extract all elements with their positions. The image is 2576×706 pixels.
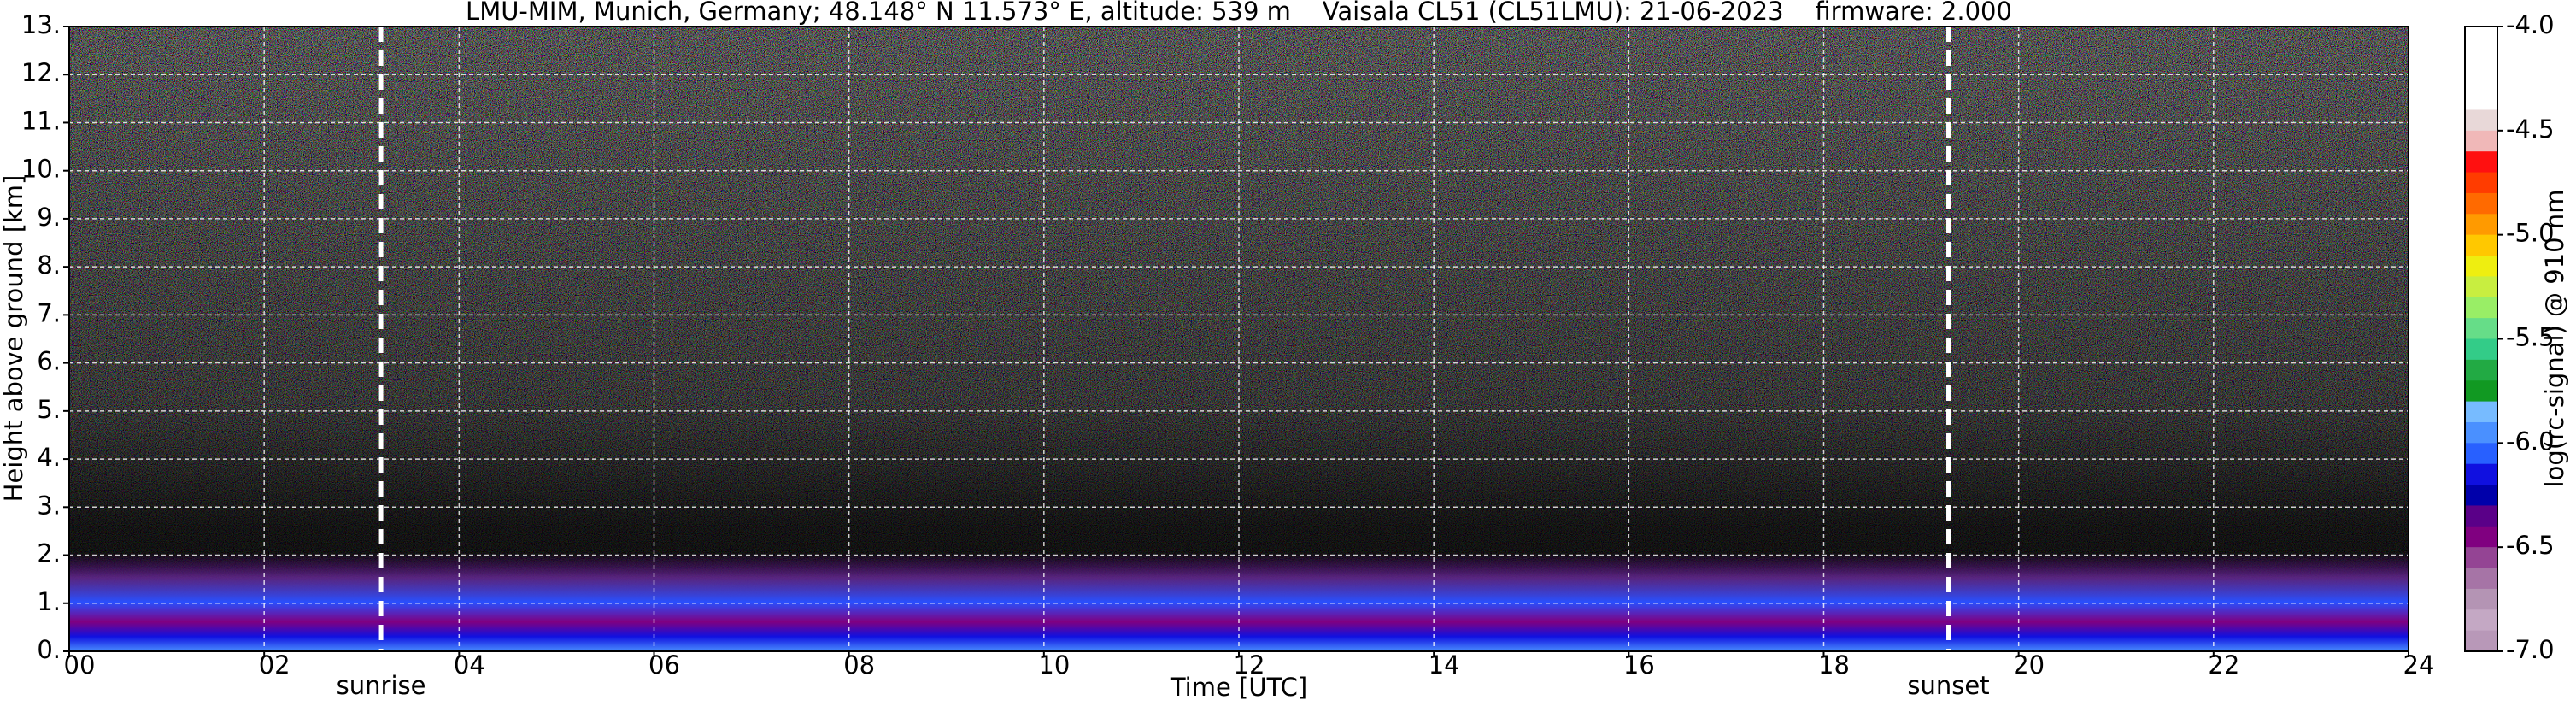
colorbar-swatch — [2465, 568, 2497, 590]
colorbar-tick-label: -6.5 — [2506, 531, 2555, 560]
y-axis-label: Height above ground [km] — [0, 175, 28, 503]
colorbar-swatch — [2465, 505, 2497, 527]
colorbar-swatch — [2465, 359, 2497, 381]
y-tick-label: 5. — [37, 395, 61, 424]
colorbar-tick-label: -6.0 — [2506, 427, 2555, 456]
y-tick-label: 12. — [21, 58, 61, 87]
y-tick-label: 10. — [21, 155, 61, 184]
colorbar-tick-label: -4.0 — [2506, 10, 2555, 39]
x-tick-label: 12 — [1234, 650, 1265, 680]
colorbar-swatch — [2465, 26, 2497, 48]
colorbar-tick-label: -5.5 — [2506, 323, 2555, 352]
y-tick-label: 4. — [37, 443, 61, 472]
colorbar-swatch — [2465, 588, 2497, 610]
y-tick-label: 0. — [37, 635, 61, 664]
colorbar-swatch — [2465, 421, 2497, 444]
colorbar-swatch — [2465, 172, 2497, 194]
y-tick-label: 9. — [37, 203, 61, 232]
colorbar-swatch — [2465, 297, 2497, 319]
colorbar-tick-label: -7.0 — [2506, 635, 2555, 664]
x-tick-label: 08 — [843, 650, 875, 680]
colorbar-swatch — [2465, 151, 2497, 174]
annotation-label: sunrise — [337, 671, 426, 700]
y-tick-label: 1. — [37, 587, 61, 616]
x-tick-label: 22 — [2208, 650, 2239, 680]
x-tick-label: 24 — [2403, 650, 2435, 680]
chart-title: LMU-MIM, Munich, Germany; 48.148° N 11.5… — [466, 0, 2012, 26]
x-tick-label: 16 — [1623, 650, 1655, 680]
y-tick-label: 7. — [37, 298, 61, 327]
plot-frame — [68, 26, 2409, 652]
y-tick-label: 13. — [21, 10, 61, 39]
colorbar-swatch — [2465, 526, 2497, 548]
y-tick-label: 11. — [21, 106, 61, 135]
x-tick-label: 18 — [1818, 650, 1850, 680]
colorbar-swatch — [2465, 192, 2497, 215]
colorbar-swatch — [2465, 485, 2497, 507]
colorbar-tick-label: -5.0 — [2506, 219, 2555, 248]
x-tick-label: 00 — [64, 650, 96, 680]
colorbar-swatch — [2465, 89, 2497, 111]
colorbar-swatch — [2465, 318, 2497, 340]
x-tick-label: 02 — [259, 650, 290, 680]
x-tick-label: 14 — [1429, 650, 1460, 680]
x-tick-label: 04 — [454, 650, 485, 680]
colorbar-swatch — [2465, 338, 2497, 361]
x-tick-label: 06 — [648, 650, 680, 680]
colorbar-swatch — [2465, 463, 2497, 485]
colorbar-swatch — [2465, 68, 2497, 90]
colorbar-swatch — [2465, 380, 2497, 403]
colorbar-swatch — [2465, 130, 2497, 152]
colorbar-swatch — [2465, 256, 2497, 277]
colorbar-swatch — [2465, 630, 2497, 652]
colorbar-swatch — [2465, 214, 2497, 236]
colorbar-label: log(rc-signal) @ 910 nm — [2540, 190, 2569, 488]
colorbar-swatch — [2465, 401, 2497, 423]
y-tick-label: 2. — [37, 539, 61, 568]
colorbar-swatch — [2465, 47, 2497, 69]
annotation-label: sunset — [1907, 671, 1989, 700]
colorbar-swatch — [2465, 109, 2497, 132]
x-axis-label: Time [UTC] — [1170, 673, 1307, 702]
colorbar-swatch — [2465, 609, 2497, 632]
y-tick-label: 8. — [37, 250, 61, 279]
colorbar-swatch — [2465, 547, 2497, 569]
x-tick-label: 10 — [1038, 650, 1070, 680]
y-tick-label: 6. — [37, 347, 61, 376]
colorbar-swatch — [2465, 234, 2497, 256]
colorbar-tick-label: -4.5 — [2506, 115, 2555, 144]
y-tick-label: 3. — [37, 491, 61, 520]
colorbar-swatch — [2465, 276, 2497, 298]
x-tick-label: 20 — [2013, 650, 2045, 680]
colorbar-swatch — [2465, 443, 2497, 465]
